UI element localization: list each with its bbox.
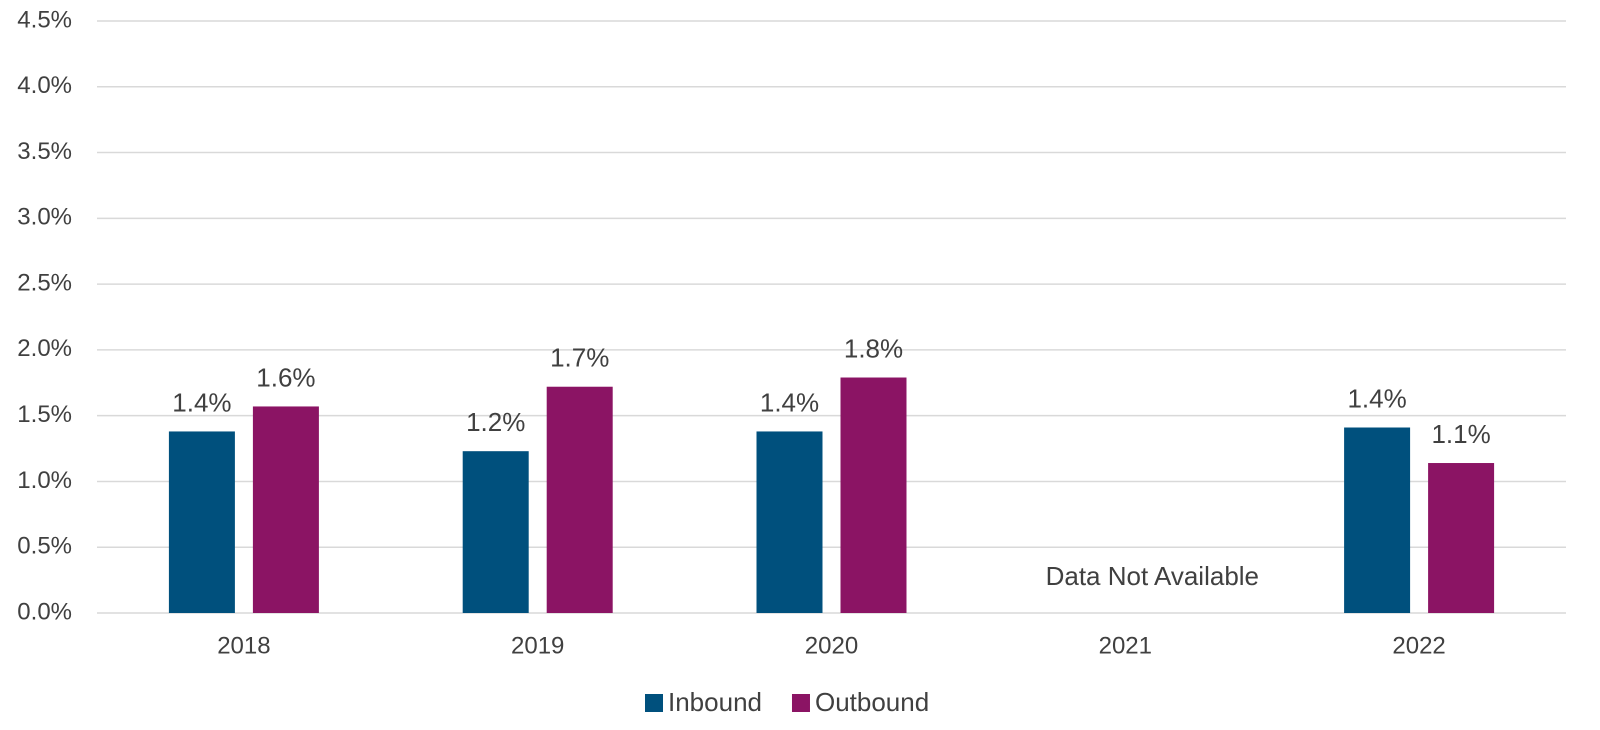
bar xyxy=(1428,463,1495,613)
data-label: 1.6% xyxy=(256,362,315,392)
data-label: 1.8% xyxy=(844,333,903,363)
bar xyxy=(756,431,823,613)
bar xyxy=(1344,427,1411,613)
y-tick-label: 1.0% xyxy=(17,467,72,494)
legend-label: Inbound xyxy=(668,687,762,717)
legend-label: Outbound xyxy=(815,687,929,717)
x-tick-label: 2022 xyxy=(1392,632,1445,659)
y-tick-label: 4.0% xyxy=(17,72,72,99)
y-tick-label: 2.0% xyxy=(17,335,72,362)
legend-swatch xyxy=(791,694,810,712)
data-label: 1.4% xyxy=(172,387,231,417)
y-tick-label: 2.5% xyxy=(17,269,72,296)
x-tick-label: 2021 xyxy=(1099,632,1152,659)
bar xyxy=(168,431,235,613)
y-tick-label: 0.5% xyxy=(17,533,72,560)
data-label: 1.1% xyxy=(1431,419,1490,449)
y-tick-label: 1.5% xyxy=(17,401,72,428)
y-tick-label: 0.0% xyxy=(17,598,72,625)
x-tick-label: 2019 xyxy=(511,632,564,659)
y-tick-label: 4.5% xyxy=(17,6,72,33)
data-label: 1.4% xyxy=(1347,383,1406,413)
bar xyxy=(546,386,613,613)
x-tick-label: 2020 xyxy=(805,632,858,659)
bar xyxy=(252,406,319,613)
y-tick-label: 3.5% xyxy=(17,138,72,165)
y-tick-label: 3.0% xyxy=(17,204,72,231)
bar xyxy=(462,451,529,613)
legend-swatch xyxy=(645,694,663,712)
data-label: 1.2% xyxy=(466,407,525,437)
annotation: Data Not Available xyxy=(1046,561,1259,591)
x-tick-label: 2018 xyxy=(217,632,270,659)
data-label: 1.4% xyxy=(760,387,819,417)
data-label: 1.7% xyxy=(550,343,609,373)
bar xyxy=(840,377,907,613)
